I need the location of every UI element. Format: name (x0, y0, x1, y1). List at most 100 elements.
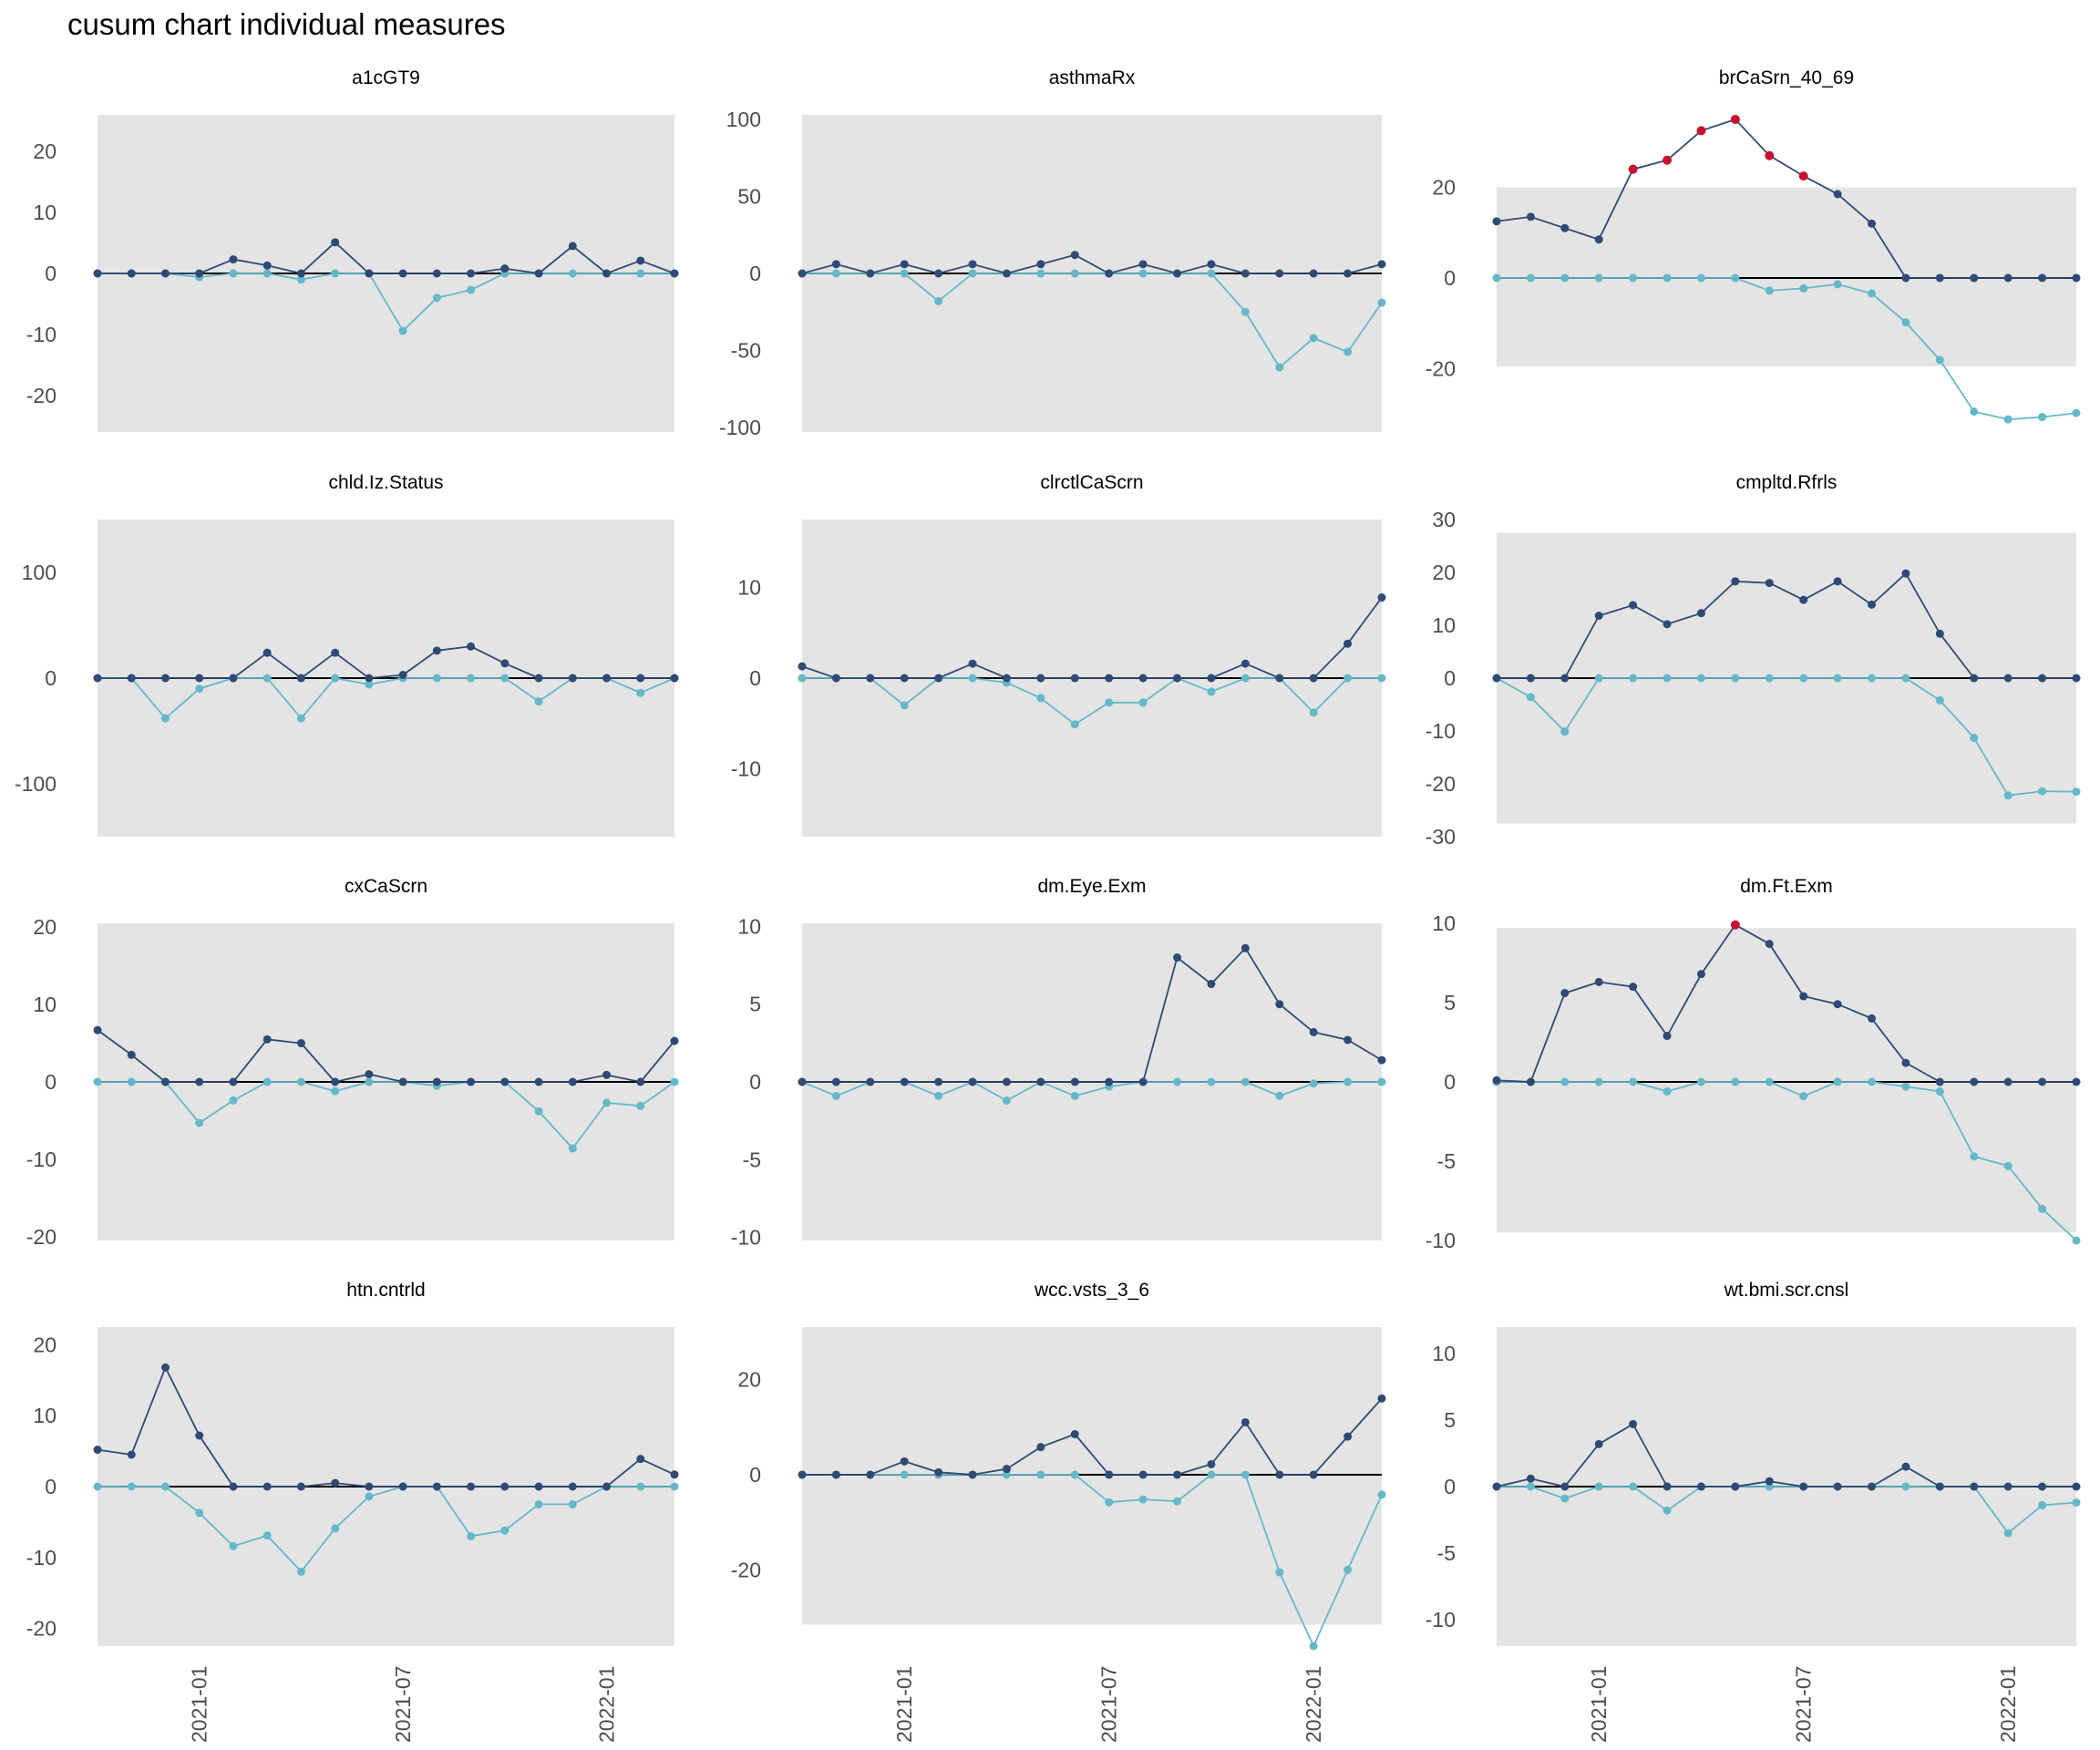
upper-series-point (534, 1482, 543, 1491)
lower-series-point (1901, 1482, 1910, 1491)
upper-series-point (866, 269, 875, 278)
lower-series-point (1868, 289, 1877, 298)
upper-series-point (1275, 674, 1284, 683)
lower-series-point (1970, 734, 1979, 743)
lower-series-point (195, 1508, 204, 1518)
lower-series-point (1560, 727, 1570, 736)
upper-series-point (1901, 1462, 1910, 1471)
lower-series-point (93, 1482, 102, 1491)
panel-wt-bmi-scr-cnsl: wt.bmi.scr.cnsl -10 -5 0 5 10 2021-01 2021-07 20… (1426, 1280, 2081, 1743)
upper-series-point (2038, 1482, 2047, 1491)
panel-chld-iz-status: chld.Iz.Status -100 0 100 (15, 472, 679, 837)
lower-series-point (1868, 674, 1877, 683)
upper-series-point (1629, 601, 1638, 610)
panel-background (802, 1327, 1382, 1625)
upper-series-line (1497, 571, 2076, 679)
lower-series-point (568, 269, 577, 278)
upper-series-point (1138, 1077, 1148, 1086)
y-tick-label: 100 (22, 561, 57, 584)
lower-series-point (1070, 1470, 1079, 1479)
upper-series-point (93, 1025, 102, 1035)
upper-series-point (398, 1077, 407, 1086)
lower-series-point (602, 1098, 612, 1107)
upper-series-point (900, 1077, 909, 1086)
upper-series-point (1765, 579, 1774, 588)
upper-series-point (900, 260, 909, 269)
upper-series-point (1662, 1482, 1672, 1491)
lower-series-point (1240, 674, 1250, 683)
lower-series-point (968, 269, 977, 278)
y-tick-label: 100 (726, 108, 761, 131)
lower-series-point (1662, 1506, 1672, 1515)
upper-series-point (1207, 260, 1216, 269)
lower-series-point (1309, 1079, 1318, 1088)
upper-series-point (1526, 1077, 1535, 1086)
upper-series-point (1173, 674, 1182, 683)
upper-series-point (1594, 612, 1603, 621)
panel-title: htn.cntrld (346, 1280, 425, 1301)
upper-series-point (1343, 269, 1353, 278)
upper-series-point (602, 1482, 612, 1491)
lower-series-point (262, 674, 272, 683)
lower-series-point (1002, 1470, 1011, 1479)
upper-series-point (195, 1431, 204, 1440)
lower-series-point (1377, 674, 1386, 683)
upper-series-point (467, 269, 476, 278)
y-tick-label: 5 (1444, 1408, 1456, 1432)
lower-series-point (262, 269, 272, 278)
upper-series-point (1492, 674, 1501, 683)
y-tick-label: 0 (749, 666, 761, 690)
lower-series-point (1765, 674, 1774, 683)
upper-series-point (534, 269, 543, 278)
upper-series-point (467, 1482, 476, 1491)
signal-point (1765, 150, 1775, 160)
x-tick-label: 2021-01 (892, 1666, 916, 1743)
y-tick-label: 0 (1444, 666, 1456, 690)
lower-series-point (2038, 1204, 2047, 1213)
upper-series-point (670, 674, 679, 683)
lower-series-point (93, 1077, 102, 1086)
upper-series-point (1070, 1430, 1079, 1439)
upper-series-point (1765, 940, 1774, 949)
panel-cxcascrn: cxCaScrn -20 -10 0 10 20 (26, 876, 679, 1249)
x-tick-label: 2021-01 (1587, 1666, 1611, 1743)
y-tick-label: -10 (1426, 719, 1456, 743)
upper-series-point (296, 1482, 305, 1491)
panel-a1cgt9: a1cGT9 -20 -10 0 10 20 (26, 67, 679, 432)
upper-series-point (229, 1077, 238, 1086)
lower-series-line (98, 1486, 674, 1573)
upper-series-point (1799, 992, 1808, 1001)
upper-series-point (2003, 1482, 2012, 1491)
upper-series-point (398, 1482, 407, 1491)
upper-series-point (296, 269, 305, 278)
upper-series-point (500, 264, 510, 273)
upper-series-point (467, 1077, 476, 1086)
lower-series-point (1799, 1092, 1808, 1101)
upper-series-point (1970, 674, 1979, 683)
upper-series-point (160, 269, 170, 278)
lower-series-point (636, 1101, 645, 1110)
upper-series-point (831, 1470, 840, 1479)
lower-series-point (467, 1531, 476, 1540)
upper-series-point (636, 1455, 645, 1464)
y-tick-label: -5 (743, 1148, 761, 1171)
upper-series-point (365, 269, 374, 278)
upper-series-point (2072, 273, 2081, 283)
lower-series-point (229, 269, 238, 278)
panel-title: chld.Iz.Status (328, 472, 443, 493)
y-tick-label: 10 (1432, 911, 1456, 935)
y-tick-label: 0 (1444, 1475, 1456, 1498)
lower-series-point (2003, 1529, 2012, 1538)
lower-series-point (1309, 334, 1318, 343)
lower-series-point (229, 1096, 238, 1105)
lower-series-line (802, 273, 1383, 369)
upper-series-point (670, 1036, 679, 1045)
upper-series-point (331, 1077, 340, 1086)
upper-series-point (229, 674, 238, 683)
upper-series-point (1377, 593, 1386, 602)
signal-point (1798, 171, 1808, 181)
y-tick-label: -10 (26, 1148, 57, 1171)
upper-series-point (968, 1470, 977, 1479)
lower-series-point (798, 674, 807, 683)
upper-series-point (1935, 629, 1944, 638)
